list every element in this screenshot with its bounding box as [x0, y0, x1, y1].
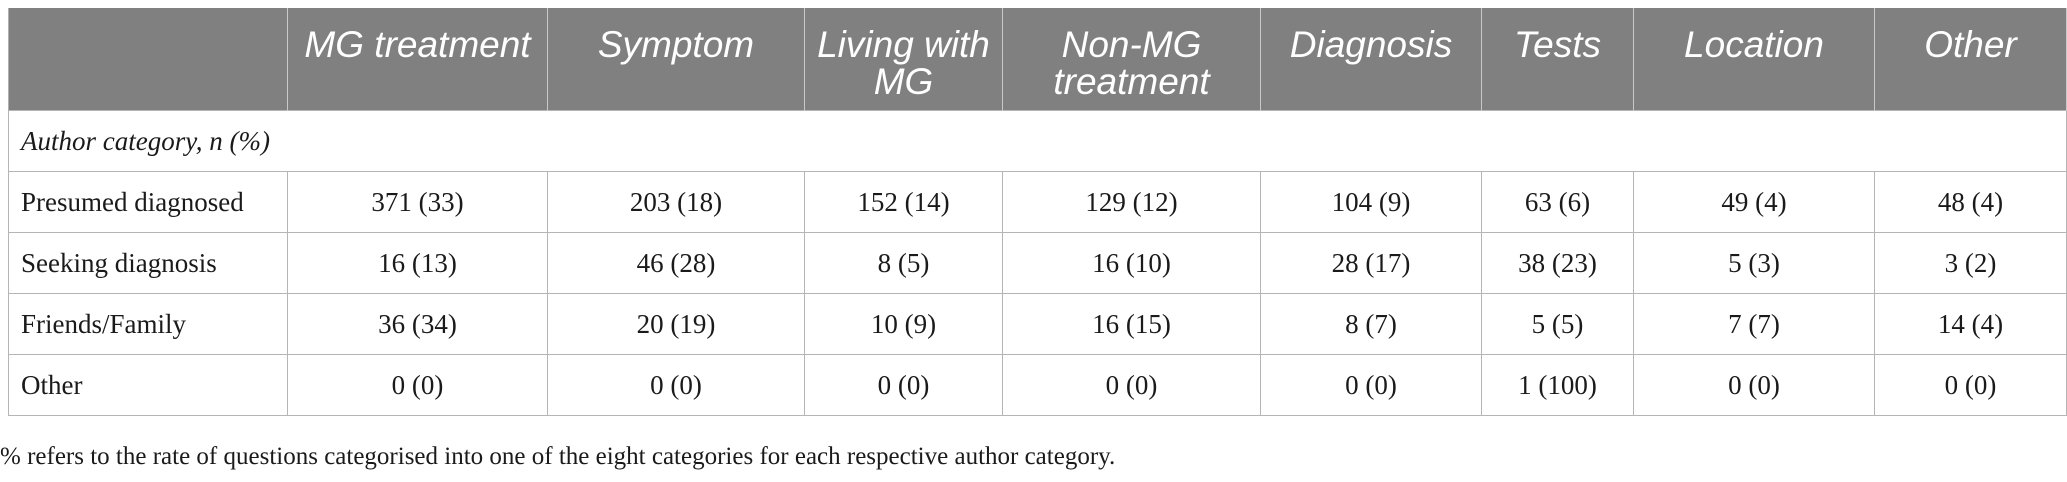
header-row: MG treatment Symptom Living with MG Non-…: [8, 8, 2067, 111]
header-diagnosis: Diagnosis: [1260, 8, 1482, 111]
table-cell: 38 (23): [1481, 232, 1634, 294]
header-other: Other: [1874, 8, 2067, 111]
table-cell: 14 (4): [1874, 293, 2067, 355]
header-living-with-mg: Living with MG: [804, 8, 1003, 111]
row-label: Other: [8, 354, 288, 416]
header-mg-treatment: MG treatment: [287, 8, 548, 111]
header-blank: [8, 8, 288, 111]
table-cell: 63 (6): [1481, 171, 1634, 233]
table-row: Presumed diagnosed 371 (33) 203 (18) 152…: [8, 171, 2067, 233]
table-cell: 1 (100): [1481, 354, 1634, 416]
table-cell: 8 (7): [1260, 293, 1482, 355]
table-cell: 0 (0): [1633, 354, 1875, 416]
header-non-mg-treatment: Non-MG treatment: [1002, 8, 1261, 111]
table-cell: 49 (4): [1633, 171, 1875, 233]
table-cell: 8 (5): [804, 232, 1003, 294]
table-cell: 36 (34): [287, 293, 548, 355]
table-cell: 203 (18): [547, 171, 805, 233]
table-cell: 0 (0): [1002, 354, 1261, 416]
table-cell: 0 (0): [1874, 354, 2067, 416]
table-cell: 152 (14): [804, 171, 1003, 233]
table-cell: 46 (28): [547, 232, 805, 294]
header-location: Location: [1633, 8, 1875, 111]
table-cell: 48 (4): [1874, 171, 2067, 233]
table-cell: 5 (5): [1481, 293, 1634, 355]
table-cell: 10 (9): [804, 293, 1003, 355]
table-row: Friends/Family 36 (34) 20 (19) 10 (9) 16…: [8, 293, 2067, 355]
table-row: Other 0 (0) 0 (0) 0 (0) 0 (0) 0 (0) 1 (1…: [8, 354, 2067, 416]
table-cell: 20 (19): [547, 293, 805, 355]
question-category-table: MG treatment Symptom Living with MG Non-…: [8, 8, 2067, 416]
table-footnote: % refers to the rate of questions catego…: [0, 443, 1116, 470]
table-cell: 0 (0): [1260, 354, 1482, 416]
table-cell: 7 (7): [1633, 293, 1875, 355]
data-table-container: MG treatment Symptom Living with MG Non-…: [8, 8, 2067, 416]
table-cell: 3 (2): [1874, 232, 2067, 294]
table-cell: 16 (15): [1002, 293, 1261, 355]
header-symptom: Symptom: [547, 8, 805, 111]
table-cell: 5 (3): [1633, 232, 1875, 294]
row-label: Presumed diagnosed: [8, 171, 288, 233]
section-label: Author category, n (%): [8, 110, 2067, 172]
table-cell: 104 (9): [1260, 171, 1482, 233]
table-cell: 16 (13): [287, 232, 548, 294]
table-cell: 16 (10): [1002, 232, 1261, 294]
table-cell: 0 (0): [547, 354, 805, 416]
table-cell: 129 (12): [1002, 171, 1261, 233]
table-cell: 0 (0): [804, 354, 1003, 416]
table-cell: 371 (33): [287, 171, 548, 233]
section-row: Author category, n (%): [8, 110, 2067, 172]
table-row: Seeking diagnosis 16 (13) 46 (28) 8 (5) …: [8, 232, 2067, 294]
row-label: Seeking diagnosis: [8, 232, 288, 294]
row-label: Friends/Family: [8, 293, 288, 355]
header-tests: Tests: [1481, 8, 1634, 111]
table-cell: 28 (17): [1260, 232, 1482, 294]
table-cell: 0 (0): [287, 354, 548, 416]
